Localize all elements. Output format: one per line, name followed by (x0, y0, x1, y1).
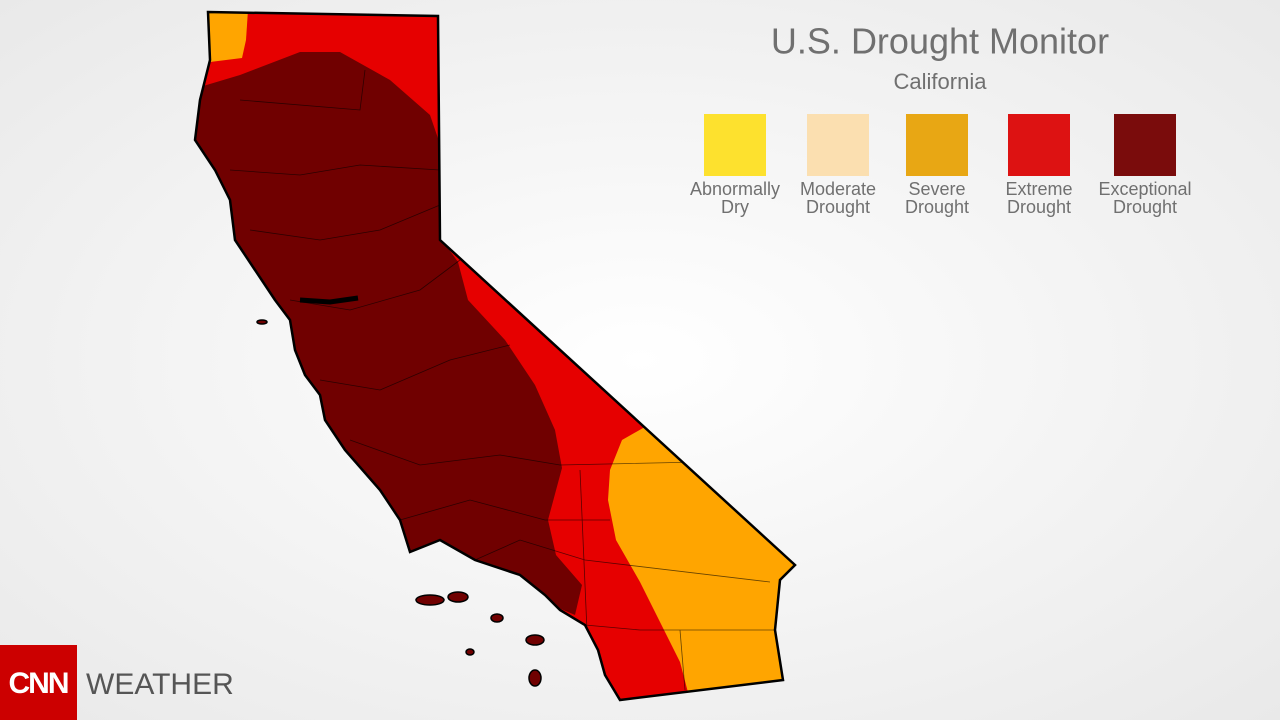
legend-label: Extreme (1005, 179, 1072, 199)
subtitle: California (894, 69, 988, 94)
legend-swatch (1114, 114, 1176, 176)
cnn-logo: CNN (9, 667, 68, 700)
legend-label: Dry (721, 197, 749, 217)
title: U.S. Drought Monitor (771, 21, 1109, 62)
bay (299, 295, 359, 305)
legend-label: Abnormally (690, 179, 780, 199)
legend-label: Drought (806, 197, 870, 217)
legend-label: Moderate (800, 179, 876, 199)
severe-region (608, 424, 795, 700)
section-label: WEATHER (86, 668, 234, 701)
legend-label: Drought (1007, 197, 1071, 217)
legend-label: Exceptional (1098, 179, 1191, 199)
legend-label: Drought (1113, 197, 1177, 217)
islands (256, 319, 545, 687)
severe-region-north (200, 12, 248, 62)
legend-label: Severe (908, 179, 965, 199)
legend-label: Drought (905, 197, 969, 217)
state-outline (193, 10, 797, 702)
legend-swatch (704, 114, 766, 176)
legend-swatch (807, 114, 869, 176)
cnn-logo-box (0, 645, 77, 720)
legend-swatch (1008, 114, 1070, 176)
legend: AbnormallyDryModerateDroughtSevereDrough… (690, 114, 1192, 217)
county-lines (229, 69, 775, 700)
legend-swatch (906, 114, 968, 176)
